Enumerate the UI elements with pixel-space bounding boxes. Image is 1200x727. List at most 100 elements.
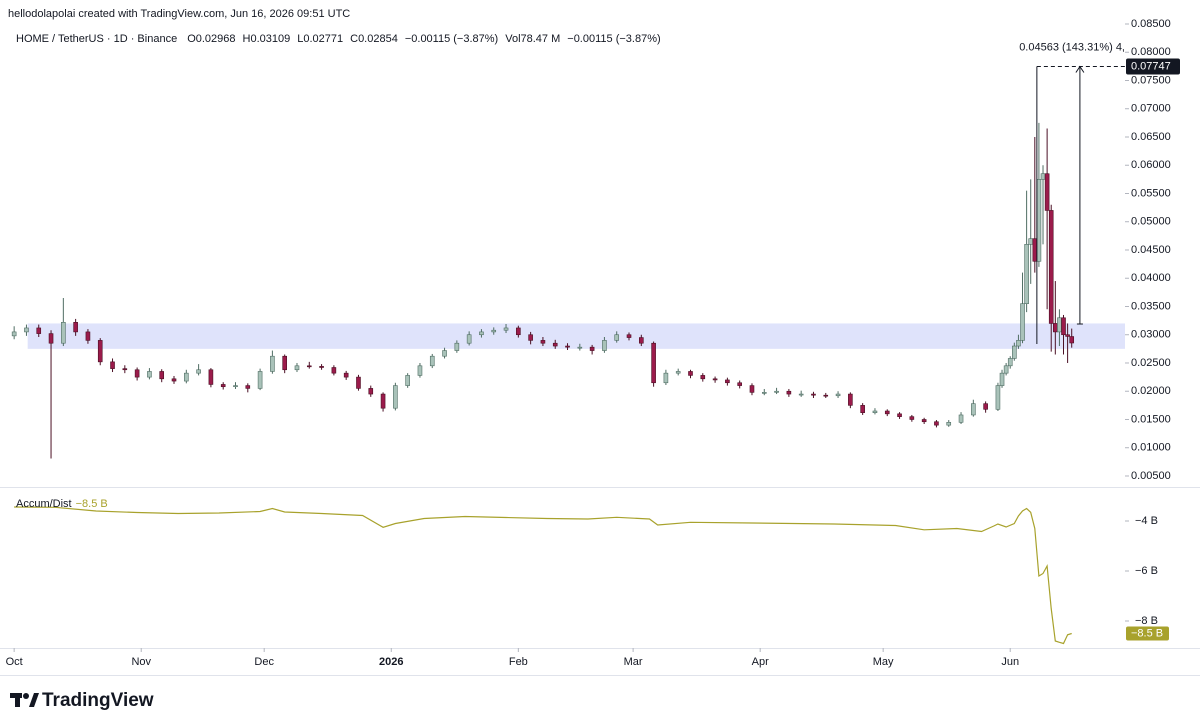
y-tick-label: 0.05500 [1131, 187, 1171, 199]
symbol: HOME / TetherUS · 1D · Binance [16, 33, 177, 45]
price-label: 0.07747 [1131, 60, 1171, 72]
candle-body [749, 385, 755, 393]
candle-body [245, 385, 251, 389]
candle-body [1061, 317, 1066, 336]
x-tick-label: Mar [624, 656, 643, 668]
candle-body [688, 371, 693, 376]
candle-body [1044, 173, 1050, 211]
candle-body [602, 340, 607, 351]
candle-body [1007, 358, 1013, 367]
candle-body [220, 384, 226, 388]
y-tick-label: −8 B [1135, 615, 1158, 627]
candle-body [257, 371, 263, 389]
candle-body [999, 372, 1005, 386]
indicator-line [14, 506, 1072, 645]
candle-body [1012, 345, 1017, 359]
y-tick-label: 0.06000 [1131, 159, 1171, 171]
candle-body [184, 372, 189, 382]
candle-body [48, 333, 54, 344]
candle-body [1003, 365, 1009, 374]
candle-body [528, 334, 533, 341]
candle-body [725, 379, 730, 384]
candle-body [651, 342, 656, 384]
candle-body [675, 371, 681, 374]
x-tick-label: Nov [131, 656, 151, 668]
indicator-value: −8.5 B [76, 498, 108, 510]
legend-value: L0.02771 [297, 33, 343, 45]
candle-body [1024, 244, 1029, 304]
candle-body [73, 322, 78, 333]
y-tick-label: 0.04500 [1131, 244, 1171, 256]
candle-body [983, 403, 988, 410]
candle-body [897, 413, 902, 417]
candle-body [995, 385, 1001, 410]
candle-body [368, 388, 374, 395]
candle-body [663, 372, 669, 384]
credit-line: hellodolapolai created with TradingView.… [8, 8, 350, 20]
y-tick-label: 0.01000 [1131, 442, 1171, 454]
candle-body [786, 390, 792, 395]
legend-value: H0.03109 [243, 33, 291, 45]
last-value-label: −8.5 B [1131, 627, 1163, 639]
support-zone [27, 323, 1126, 349]
x-tick-label: 2026 [379, 656, 403, 668]
y-tick-label: 0.07000 [1131, 103, 1171, 115]
candle-body [774, 390, 779, 393]
candle-body [270, 355, 275, 372]
y-tick-label: 0.01500 [1131, 413, 1171, 425]
y-tick-label: 0.04000 [1131, 272, 1171, 284]
candle-body [884, 410, 890, 415]
candle-body [380, 393, 386, 409]
candle-body [516, 327, 521, 336]
symbol-legend: HOME / TetherUS · 1D · Binance O0.02968 H0… [16, 33, 661, 45]
candle-body [233, 385, 238, 388]
candle-body [737, 382, 742, 386]
measure-label: 0.04563 (143.31%) 4, [1019, 41, 1125, 53]
candle-body [761, 392, 767, 394]
candle-body [36, 327, 42, 334]
legend-value: C0.02854 [350, 33, 398, 45]
x-tick-label: Dec [254, 656, 274, 668]
candle-body [171, 378, 177, 382]
candle-body [405, 375, 410, 386]
candle-body [823, 394, 829, 397]
candle-body [1028, 238, 1034, 245]
candle-body [306, 365, 312, 368]
candle-body [712, 378, 718, 381]
candle-body [700, 375, 706, 380]
candle-body [159, 371, 165, 380]
candle-body [1065, 334, 1070, 337]
candle-body [1040, 173, 1046, 180]
candle-body [429, 355, 435, 367]
candle-body [860, 405, 865, 414]
candle-body [24, 327, 29, 333]
legend-value: Vol78.47 M [505, 33, 560, 45]
candle-body [208, 369, 214, 385]
candle-body [122, 368, 128, 371]
candle-body [331, 367, 337, 374]
x-tick-label: Feb [509, 656, 528, 668]
candle-body [319, 366, 324, 368]
candle-body [639, 337, 644, 344]
candle-body [835, 393, 841, 397]
candle-body [85, 331, 91, 341]
candle-body [848, 393, 853, 406]
candle-body [356, 376, 361, 389]
candle-body [626, 334, 632, 338]
candle-body [921, 419, 927, 423]
candle-body [589, 346, 595, 351]
y-tick-label: 0.03500 [1131, 300, 1171, 312]
y-tick-label: −6 B [1135, 565, 1158, 577]
candle-body [971, 403, 976, 416]
y-tick-label: 0.03000 [1131, 329, 1171, 341]
indicator-title: Accum/Dist [16, 498, 72, 510]
candle-body [11, 331, 17, 337]
candle-body [565, 345, 570, 348]
y-tick-label: 0.07500 [1131, 74, 1171, 86]
x-tick-label: May [873, 656, 894, 668]
price-label-box [1126, 58, 1180, 75]
candle-body [491, 329, 497, 333]
y-tick-label: 0.06500 [1131, 131, 1171, 143]
legend-value: O0.02968 [187, 33, 235, 45]
